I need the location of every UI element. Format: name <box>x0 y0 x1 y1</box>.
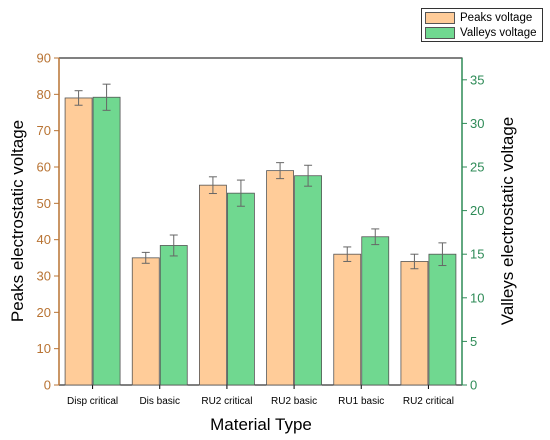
legend: Peaks voltage Valleys voltage <box>421 8 543 42</box>
x-axis-label: Material Type <box>210 415 312 434</box>
legend-item-peaks: Peaks voltage <box>425 11 532 25</box>
left-axis-tick-label: 90 <box>37 51 51 66</box>
left-axis-tick-label: 10 <box>37 341 51 356</box>
bar-valleys <box>428 253 457 386</box>
x-axis-tick-label: RU2 critical <box>201 396 252 407</box>
left-axis-tick-label: 0 <box>44 378 51 393</box>
right-axis-tick-label: 5 <box>470 334 477 349</box>
bar-valleys <box>294 175 322 386</box>
x-axis-tick-label: RU2 critical <box>403 396 454 407</box>
left-axis-label: Peaks electrostatic voltage <box>8 120 27 322</box>
bar-valleys <box>159 245 188 386</box>
bar-valleys <box>92 96 121 386</box>
left-axis-tick-label: 20 <box>37 305 51 320</box>
legend-swatch-valleys <box>425 27 455 39</box>
right-axis-label: Valleys electrostatic voltage <box>498 117 517 326</box>
left-axis-tick-label: 80 <box>37 87 51 102</box>
right-axis-tick-label: 25 <box>470 160 484 175</box>
x-axis-tick-label: Dis basic <box>139 396 180 407</box>
bar-valleys <box>227 192 255 386</box>
bar-valleys <box>361 236 390 386</box>
bar-peaks <box>64 97 93 386</box>
legend-item-valleys: Valleys voltage <box>425 26 537 40</box>
x-axis-tick-label: RU1 basic <box>338 396 384 407</box>
x-axis-tick-label: Disp critical <box>67 396 118 407</box>
right-axis-tick-label: 30 <box>470 116 484 131</box>
bar-peaks <box>266 170 294 386</box>
right-axis-tick-label: 0 <box>470 378 477 393</box>
left-axis-tick-label: 70 <box>37 123 51 138</box>
legend-swatch-peaks <box>425 12 455 24</box>
right-axis-tick-label: 10 <box>470 290 484 305</box>
legend-label-peaks: Peaks voltage <box>460 12 533 24</box>
left-axis-tick-label: 30 <box>37 269 51 284</box>
plot-area: 0 10 20 30 40 50 60 70 80 90 0 5 10 15 20 25 30 35 Disp cr… <box>37 51 485 408</box>
legend-label-valleys: Valleys voltage <box>460 27 537 39</box>
bar-peaks <box>131 257 160 386</box>
x-axis-tick-label: RU2 basic <box>271 396 317 407</box>
right-axis-tick-label: 20 <box>470 203 484 218</box>
left-axis-tick-label: 40 <box>37 232 51 247</box>
bar-peaks <box>400 261 429 386</box>
bar-peaks <box>199 184 227 386</box>
bar-peaks <box>333 253 362 386</box>
right-axis-tick-label: 35 <box>470 72 484 87</box>
left-axis-tick-label: 50 <box>37 196 51 211</box>
right-axis-tick-label: 15 <box>470 247 484 262</box>
left-axis-tick-label: 60 <box>37 160 51 175</box>
